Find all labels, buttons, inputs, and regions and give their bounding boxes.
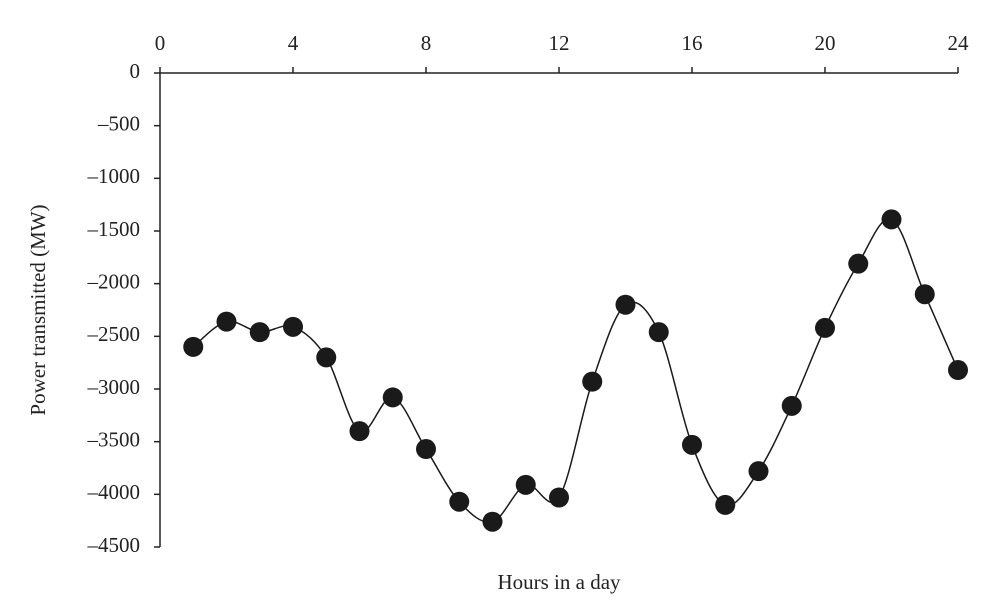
data-point [648, 322, 669, 343]
data-point [715, 494, 736, 515]
y-tick-label: –1500 [87, 217, 141, 241]
data-point [349, 421, 370, 442]
data-point [249, 322, 270, 343]
y-tick-label: –500 [97, 111, 140, 135]
data-point [216, 311, 237, 332]
data-point [382, 387, 403, 408]
series-line [192, 218, 959, 523]
x-tick-label: 4 [288, 31, 299, 55]
x-tick-label: 8 [421, 31, 432, 55]
x-tick-label: 0 [155, 31, 166, 55]
x-tick-label: 24 [948, 31, 970, 55]
data-point [482, 511, 503, 532]
y-tick-label: –2000 [87, 269, 141, 293]
x-tick-label: 16 [682, 31, 703, 55]
data-point [283, 316, 303, 337]
x-tick-label: 20 [815, 31, 836, 55]
data-point [815, 317, 835, 338]
data-point [582, 371, 603, 392]
x-axis-label: Hours in a day [497, 570, 621, 594]
data-point [682, 434, 702, 455]
data-point [416, 439, 436, 460]
y-tick-label: –3000 [87, 375, 141, 399]
data-point [881, 209, 902, 230]
data-point [848, 253, 869, 274]
data-point [316, 347, 337, 368]
data-point [449, 491, 470, 512]
data-point [781, 395, 802, 416]
data-point [615, 294, 636, 315]
data-point [515, 474, 536, 495]
data-point [914, 284, 935, 305]
y-tick-label: –4000 [87, 480, 141, 504]
data-point [948, 360, 968, 381]
y-tick-label: –2500 [87, 322, 141, 346]
y-axis-label: Power transmitted (MW) [26, 204, 50, 415]
y-tick-label: –3500 [87, 427, 141, 451]
y-tick-label: 0 [130, 59, 141, 83]
data-point [748, 461, 769, 482]
data-point [183, 336, 204, 357]
x-tick-label: 12 [549, 31, 570, 55]
y-tick-label: –1000 [87, 164, 141, 188]
data-point [549, 487, 569, 508]
y-tick-label: –4500 [87, 533, 141, 557]
